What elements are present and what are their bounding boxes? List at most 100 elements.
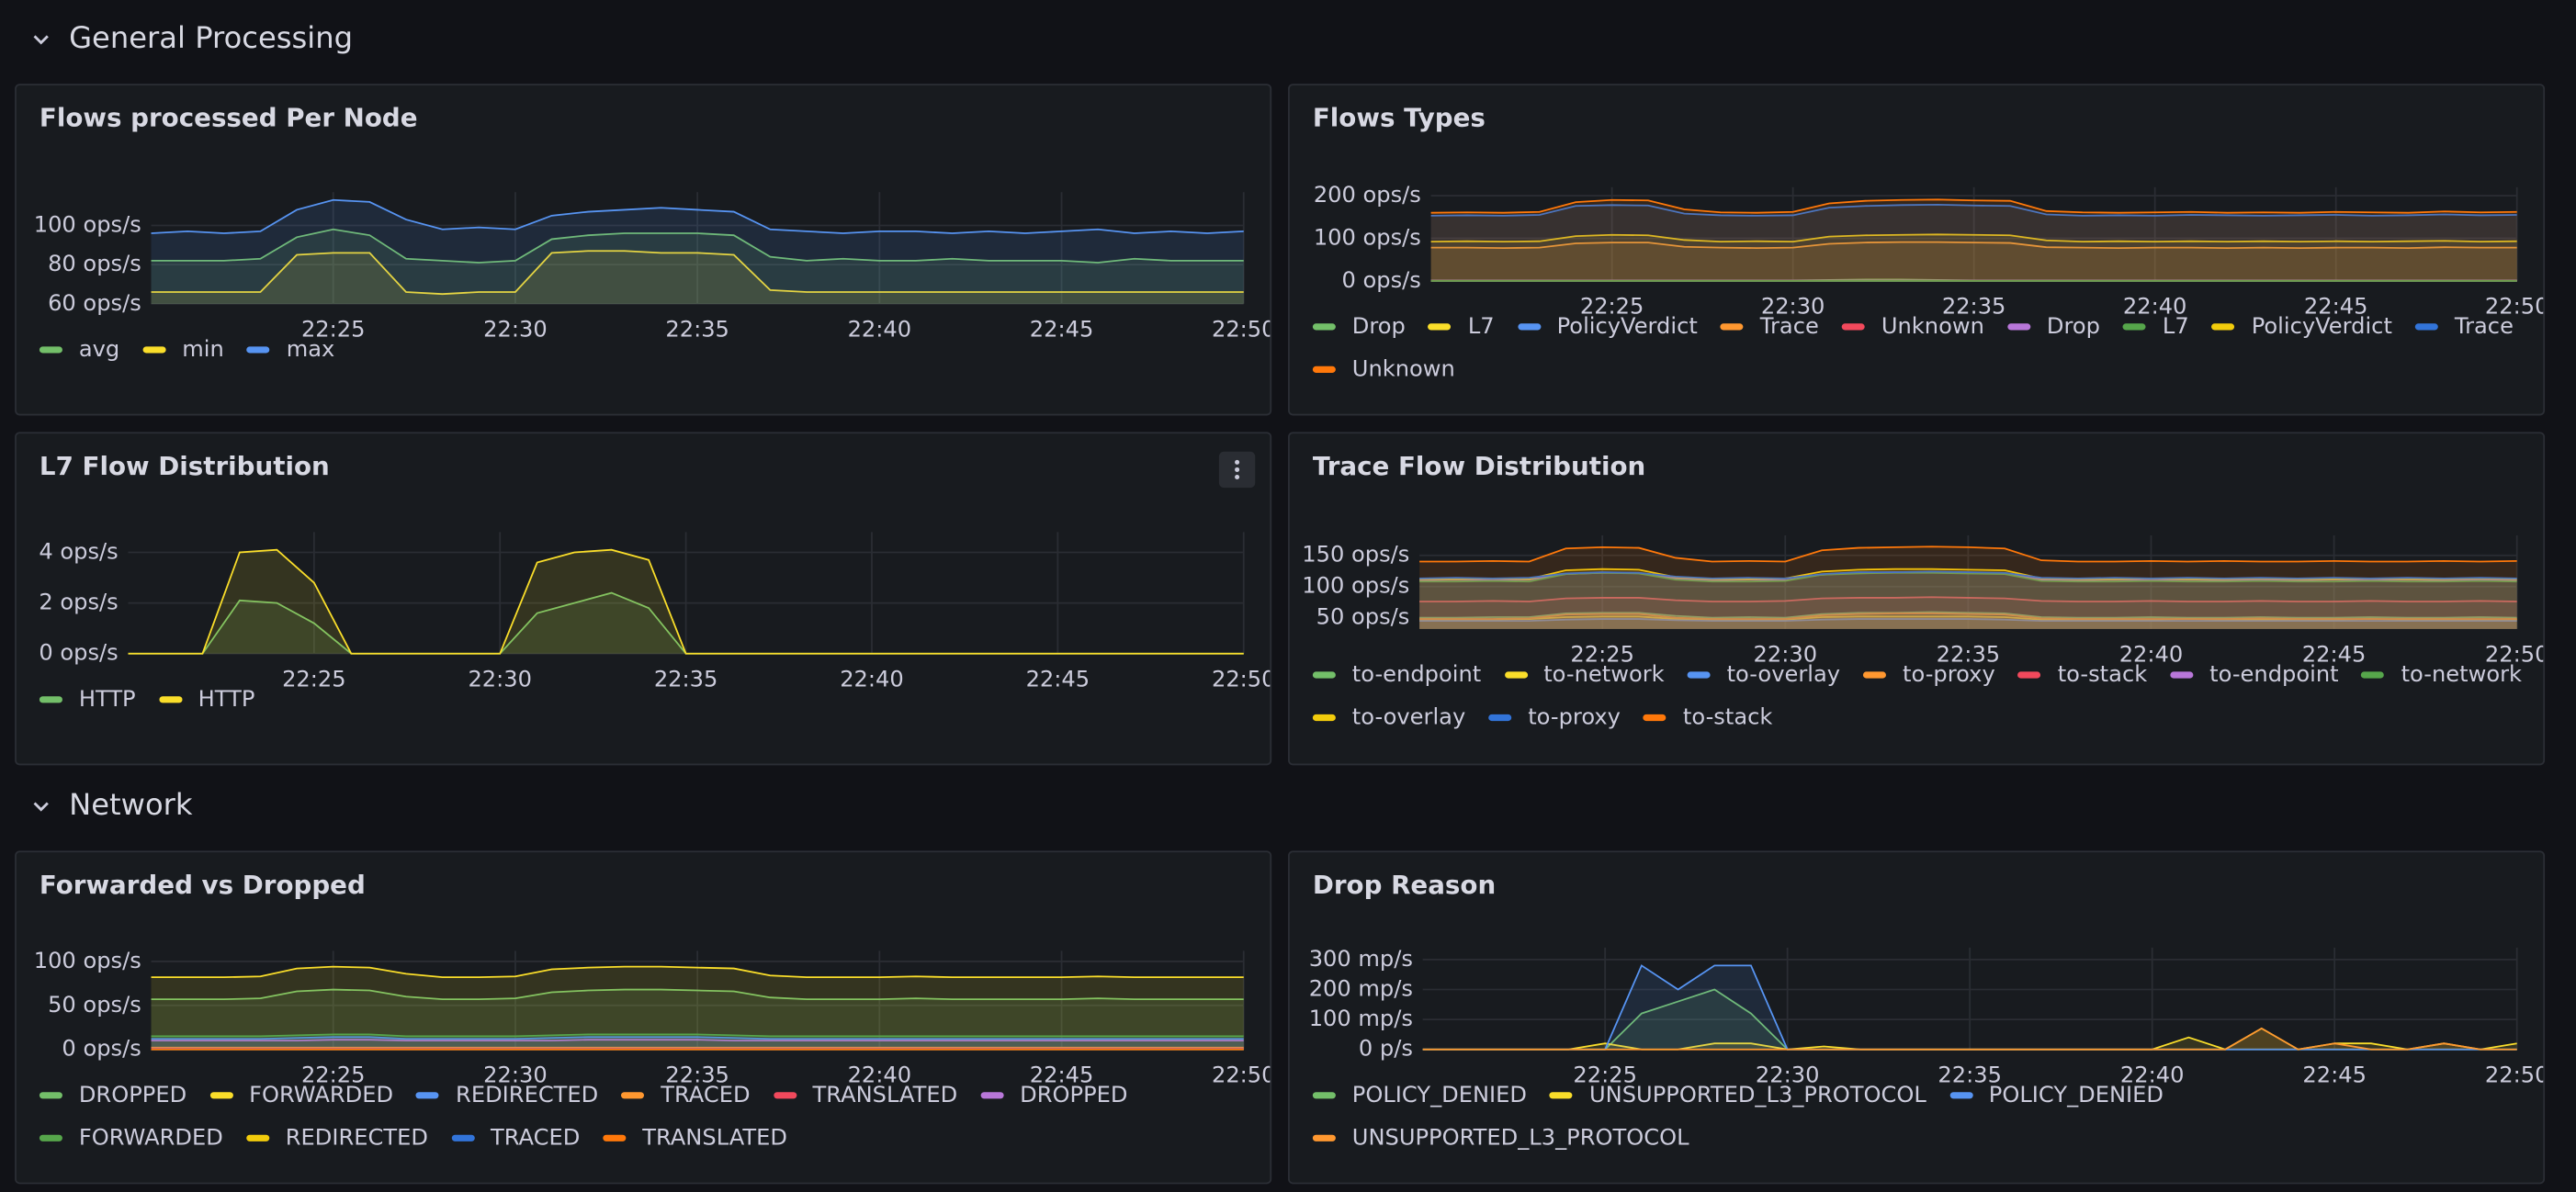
legend-item[interactable]: min (142, 329, 224, 371)
legend-label: Trace (1759, 313, 1819, 341)
legend-item[interactable]: TRACED (621, 1074, 751, 1117)
row-toggle-icon[interactable] (29, 28, 52, 51)
legend-item[interactable]: avg (39, 329, 119, 371)
y-tick-label: 0 ops/s (62, 1036, 141, 1062)
x-tick-label: 22:45 (2304, 293, 2368, 319)
legend-item[interactable]: POLICY_DENIED (1312, 1074, 1528, 1117)
legend-label: Trace (2454, 313, 2514, 341)
legend-item[interactable]: DROPPED (980, 1074, 1128, 1117)
legend-item[interactable]: UNSUPPORTED_L3_PROTOCOL (1550, 1074, 1926, 1117)
legend-swatch (416, 1092, 440, 1099)
legend-swatch (2414, 323, 2439, 331)
legend-item[interactable]: HTTP (39, 679, 136, 721)
legend-label: REDIRECTED (285, 1124, 428, 1152)
legend-item[interactable]: to-overlay (1312, 696, 1465, 738)
legend-swatch (1863, 671, 1887, 679)
series-line (151, 1033, 1244, 1038)
legend-item[interactable]: to-proxy (1488, 696, 1621, 738)
legend-item[interactable]: to-network (2361, 654, 2523, 696)
chart: 0 ops/s 50 ops/s 100 ops/s 22:25 22:30 22:35 2… (34, 948, 1271, 1087)
legend-swatch (39, 1134, 62, 1141)
series-area (1422, 965, 2517, 1050)
series-line (151, 250, 1244, 296)
legend-label: HTTP (78, 686, 136, 714)
legend-item[interactable]: REDIRECTED (245, 1117, 428, 1159)
panel-title: Drop Reason (1312, 870, 1497, 900)
legend-item[interactable]: to-proxy (1863, 654, 1995, 696)
series-area (1422, 1028, 2517, 1050)
legend-label: UNSUPPORTED_L3_PROTOCOL (1351, 1124, 1689, 1152)
legend-item[interactable]: UNSUPPORTED_L3_PROTOCOL (1312, 1117, 1689, 1159)
legend-item[interactable]: L7 (2122, 306, 2189, 348)
legend-swatch (39, 346, 62, 354)
x-tick-label: 22:30 (483, 1062, 548, 1087)
row-title[interactable]: Network (69, 788, 193, 823)
x-tick-label: 22:45 (2302, 1062, 2367, 1087)
legend-item[interactable]: to-endpoint (2170, 654, 2339, 696)
legend-label: to-endpoint (2209, 661, 2339, 689)
y-tick-label: 50 ops/s (1316, 604, 1410, 630)
legend-item[interactable]: Trace (1720, 306, 1819, 348)
x-tick-label: 22:25 (1570, 642, 1634, 668)
panel: Flows processed Per Node 60 ops/s 80 ops/s… (15, 84, 1272, 416)
legend-swatch (1504, 671, 1528, 679)
legend-item[interactable]: TRANSLATED (773, 1074, 957, 1117)
series-area (1430, 199, 2517, 281)
series-area (1430, 204, 2517, 281)
legend-item[interactable]: PolicyVerdict (2211, 306, 2392, 348)
series-area (1419, 597, 2517, 629)
series-line (1430, 198, 2517, 214)
row-toggle-icon[interactable] (29, 795, 52, 818)
legend-item[interactable]: to-overlay (1687, 654, 1840, 696)
panel-menu[interactable] (1218, 451, 1256, 489)
series-area (1419, 613, 2517, 629)
legend-item[interactable]: POLICY_DENIED (1949, 1074, 2164, 1117)
series-line (151, 198, 1244, 234)
legend-item[interactable]: Unknown (1841, 306, 1984, 348)
x-tick-label: 22:45 (1026, 666, 1090, 692)
legend: Drop L7 PolicyVerdict Trace Unknown Drop L7 Pol… (1312, 306, 2530, 391)
legend-item[interactable]: Drop (1312, 306, 1406, 348)
legend-item[interactable]: HTTP (158, 679, 254, 721)
row-title[interactable]: General Processing (69, 21, 354, 56)
legend-item[interactable]: Unknown (1312, 348, 1455, 390)
legend-item[interactable]: PolicyVerdict (1517, 306, 1698, 348)
x-tick-label: 22:35 (1938, 1062, 2002, 1087)
y-tick-label: 150 ops/s (1302, 542, 1409, 568)
legend-label: POLICY_DENIED (1351, 1082, 1528, 1109)
legend-item[interactable]: FORWARDED (39, 1117, 223, 1159)
legend-item[interactable]: max (246, 329, 334, 371)
series-line (151, 965, 1244, 979)
series-line (128, 548, 1244, 655)
legend-item[interactable]: DROPPED (39, 1074, 186, 1117)
menu-icon[interactable] (1219, 452, 1255, 488)
legend-item[interactable]: FORWARDED (209, 1074, 393, 1117)
series-area (151, 229, 1244, 304)
legend-item[interactable]: REDIRECTED (416, 1074, 598, 1117)
legend-item[interactable]: Trace (2414, 306, 2514, 348)
legend-item[interactable]: TRACED (451, 1117, 580, 1159)
legend-item[interactable]: L7 (1428, 306, 1495, 348)
x-tick-label: 22:45 (2302, 642, 2367, 668)
legend-swatch (1643, 714, 1667, 722)
legend-label: to-network (2401, 661, 2523, 689)
x-tick-label: 22:50 (2485, 293, 2545, 319)
legend-label: min (182, 336, 224, 364)
series-line (151, 1036, 1244, 1040)
legend-item[interactable]: Drop (2006, 306, 2100, 348)
legend-item[interactable]: to-endpoint (1312, 654, 1481, 696)
legend-item[interactable]: to-stack (1643, 696, 1772, 738)
series-line (1419, 545, 2517, 563)
panel-title: Forwarded vs Dropped (39, 870, 366, 900)
x-tick-label: 22:40 (2119, 642, 2184, 668)
legend-item[interactable]: to-stack (2017, 654, 2147, 696)
legend-item[interactable]: TRANSLATED (603, 1117, 787, 1159)
x-tick-label: 22:25 (301, 1062, 366, 1087)
x-tick-label: 22:35 (665, 316, 729, 342)
y-tick-label: 60 ops/s (48, 290, 141, 316)
series-line (1419, 570, 2517, 579)
chart: 60 ops/s 80 ops/s 100 ops/s 22:25 22:30 22:35… (34, 192, 1270, 342)
legend-item[interactable]: to-network (1504, 654, 1665, 696)
x-tick-label: 22:25 (1573, 1062, 1637, 1087)
x-tick-label: 22:45 (1030, 316, 1094, 342)
